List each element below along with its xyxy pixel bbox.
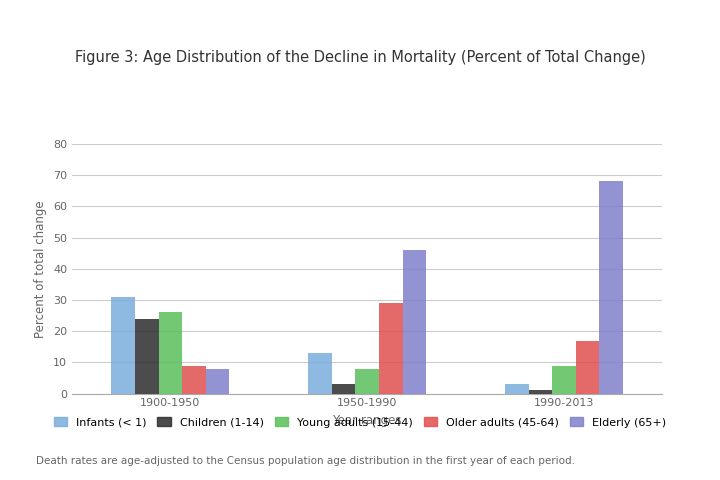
Bar — [505, 384, 528, 394]
Bar — [112, 297, 135, 394]
Text: Death rates are age-adjusted to the Census population age distribution in the fi: Death rates are age-adjusted to the Cens… — [36, 456, 575, 466]
Y-axis label: Percent of total change: Percent of total change — [35, 200, 48, 337]
Bar — [356, 369, 379, 394]
Bar — [528, 391, 552, 394]
Bar — [135, 319, 158, 394]
Bar — [182, 366, 206, 394]
X-axis label: Year ranges: Year ranges — [333, 414, 402, 427]
Bar — [308, 353, 332, 394]
Legend: Infants (< 1), Children (1-14), Young adults (15-44), Older adults (45-64), Elde: Infants (< 1), Children (1-14), Young ad… — [49, 413, 671, 432]
Bar — [402, 250, 426, 394]
Bar — [332, 384, 356, 394]
Text: Figure 3: Age Distribution of the Decline in Mortality (Percent of Total Change): Figure 3: Age Distribution of the Declin… — [75, 50, 645, 65]
Bar — [206, 369, 230, 394]
Bar — [158, 312, 182, 394]
Bar — [576, 341, 600, 394]
Bar — [552, 366, 576, 394]
Bar — [379, 303, 402, 394]
Bar — [600, 181, 623, 394]
